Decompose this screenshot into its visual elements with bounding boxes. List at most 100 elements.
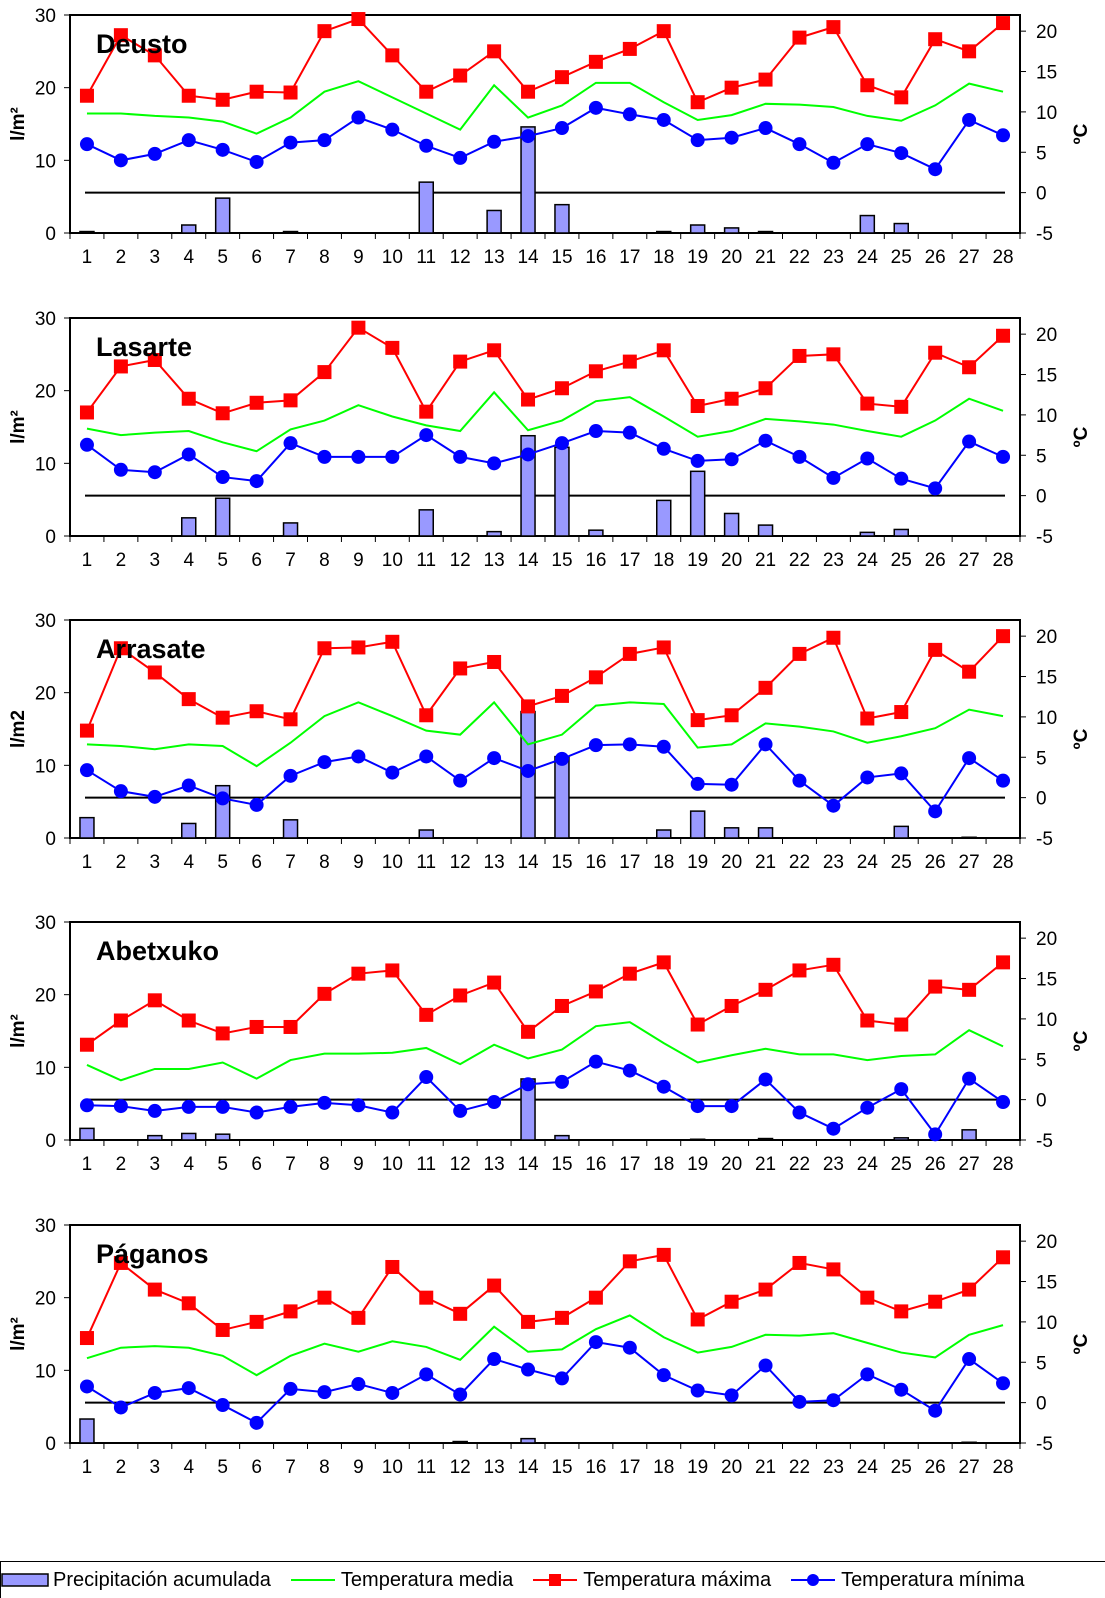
- x-tick-label: 17: [619, 247, 640, 268]
- tmax-point: [724, 80, 739, 95]
- y-right-tick-label: 0: [1036, 789, 1047, 810]
- precip-bar: [452, 1440, 468, 1444]
- x-tick-label: 1: [82, 247, 93, 268]
- x-tick-label: 21: [755, 1457, 776, 1478]
- y-left-tick-label: 0: [45, 224, 56, 245]
- tmax-point: [622, 646, 637, 661]
- x-tick-label: 11: [416, 550, 436, 571]
- tmin-point: [521, 129, 536, 144]
- tmax-point: [181, 391, 196, 406]
- tmax-point: [656, 24, 671, 39]
- tmin-line: [86, 430, 1004, 490]
- precip-bar: [554, 203, 570, 234]
- tmin-point: [656, 1368, 671, 1383]
- tmax-line: [86, 326, 1004, 415]
- tmin-line: [86, 1060, 1004, 1137]
- tmax-point: [554, 998, 569, 1013]
- tmin-point: [249, 154, 264, 169]
- tmin-point: [113, 1099, 128, 1114]
- tmin-point: [758, 433, 773, 448]
- legend-swatch-minima: [791, 1574, 836, 1586]
- x-tick-label: 12: [450, 1154, 471, 1175]
- tmin-point: [351, 110, 366, 125]
- legend-swatch-maxima: [533, 1574, 578, 1586]
- tmin-point: [622, 107, 637, 122]
- tmin-point: [724, 1388, 739, 1403]
- tmax-point: [113, 1013, 128, 1028]
- x-tick-label: 25: [891, 852, 912, 873]
- tmin-point: [521, 1362, 536, 1377]
- tmax-point: [419, 1290, 434, 1305]
- precip-bar: [689, 224, 706, 234]
- x-tick-label: 24: [857, 852, 879, 873]
- x-tick-label: 16: [585, 852, 606, 873]
- tmax-point: [419, 84, 434, 99]
- tmin-point: [283, 1099, 298, 1114]
- tmin-point: [487, 751, 502, 766]
- x-tick-label: 13: [484, 550, 505, 571]
- tmin-point: [283, 135, 298, 150]
- tmin-point: [554, 436, 569, 451]
- tmin-point: [521, 447, 536, 462]
- tmax-point: [419, 1007, 434, 1022]
- tmax-point: [351, 640, 366, 655]
- tmax-point: [996, 16, 1011, 31]
- x-tick-label: 18: [653, 1154, 674, 1175]
- tmax-point: [996, 955, 1011, 970]
- x-tick-label: 22: [789, 1457, 810, 1478]
- tmin-point: [487, 1095, 502, 1110]
- precip-bar: [656, 829, 672, 839]
- tmax-point: [996, 629, 1011, 644]
- legend-swatch-precip: [1, 1573, 49, 1587]
- x-tick-label: 5: [217, 1457, 228, 1478]
- tmax-point: [724, 708, 739, 723]
- tmax-point: [996, 328, 1011, 343]
- precip-bar: [757, 1137, 774, 1141]
- tmin-point: [554, 121, 569, 136]
- tmax-point: [588, 984, 603, 999]
- tmin-point: [792, 1105, 807, 1120]
- tmax-point: [317, 365, 332, 380]
- tmax-point: [249, 84, 264, 99]
- y-right-tick-label: 0: [1036, 487, 1047, 508]
- tmin-point: [385, 449, 400, 464]
- tmax-point: [758, 72, 773, 87]
- tmax-point: [249, 1314, 264, 1329]
- tmin-point: [758, 737, 773, 752]
- tmin-point: [351, 1098, 366, 1113]
- tmin-point: [928, 1127, 943, 1142]
- tmax-point: [521, 1024, 536, 1039]
- tmin-point: [79, 137, 94, 152]
- x-tick-label: 11: [416, 1457, 436, 1478]
- tmin-point: [453, 150, 468, 165]
- x-tick-label: 2: [116, 247, 127, 268]
- precip-bar: [757, 827, 774, 839]
- x-tick-label: 6: [251, 550, 262, 571]
- precip-bar: [79, 1127, 95, 1141]
- x-tick-label: 27: [959, 550, 980, 571]
- x-tick-label: 10: [382, 852, 403, 873]
- x-tick-label: 9: [353, 1457, 364, 1478]
- x-tick-label: 4: [183, 247, 194, 268]
- tmax-point: [826, 630, 841, 645]
- tmax-line: [86, 17, 1004, 104]
- legend-label-precip: Precipitación acumulada: [53, 1568, 271, 1591]
- tmin-point: [656, 441, 671, 456]
- x-tick-label: 2: [116, 1457, 127, 1478]
- precip-bar: [588, 529, 604, 537]
- x-tick-label: 8: [319, 1457, 330, 1478]
- tmax-point: [147, 665, 162, 680]
- x-tick-label: 11: [416, 247, 436, 268]
- tmax-point: [453, 988, 468, 1003]
- tmin-point: [826, 155, 841, 170]
- tmax-point: [283, 712, 298, 727]
- y-right-tick-label: 5: [1036, 1050, 1047, 1071]
- precip-bar: [214, 1133, 231, 1141]
- tmax-point: [385, 963, 400, 978]
- y-right-axis-label: ºC: [1071, 426, 1092, 447]
- tmax-point: [249, 1019, 264, 1034]
- tmax-point: [894, 399, 909, 414]
- x-tick-label: 26: [925, 1457, 946, 1478]
